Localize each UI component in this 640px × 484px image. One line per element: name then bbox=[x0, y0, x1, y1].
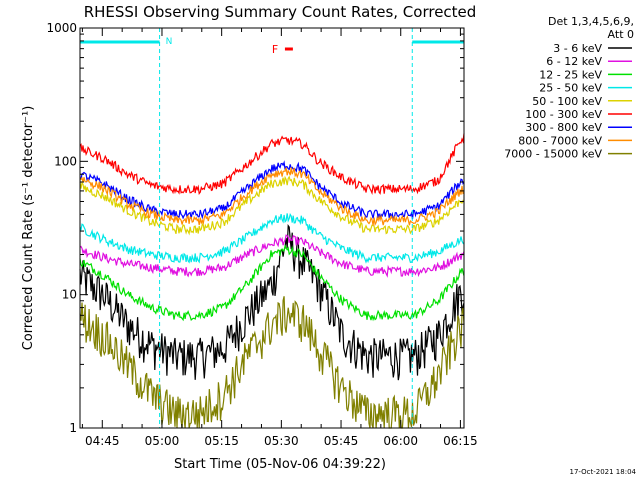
x-tick-label: 04:45 bbox=[85, 434, 120, 448]
axes-layer: 1 10 100 1000 04:45 05:00 05:15 05:30 05:45 06:00… bbox=[46, 21, 477, 448]
series-line-12-25-kev bbox=[79, 243, 465, 322]
legend-label-3-6-kev: 3 - 6 keV bbox=[553, 42, 602, 55]
series-line-6-12-kev bbox=[79, 234, 465, 278]
series-line-800-7000-kev bbox=[79, 167, 465, 227]
series-line-50-100-kev bbox=[79, 175, 465, 236]
legend-label-12-25-kev: 12 - 25 keV bbox=[539, 68, 602, 81]
legend-header-detectors: Det 1,3,4,5,6,9, bbox=[548, 15, 634, 28]
legend-label-100-300-kev: 100 - 300 keV bbox=[525, 108, 602, 121]
series-line-3-6-kev bbox=[79, 223, 465, 381]
annotation-layer: NF bbox=[80, 28, 464, 428]
flare-label: F bbox=[272, 43, 278, 56]
legend-label-50-100-kev: 50 - 100 keV bbox=[532, 95, 602, 108]
y-tick-label: 1 bbox=[69, 421, 77, 435]
x-tick-label: 05:45 bbox=[324, 434, 359, 448]
series-line-100-300-kev bbox=[79, 133, 465, 196]
series-layer bbox=[79, 133, 465, 429]
plot-frame bbox=[79, 27, 465, 429]
series-line-300-800-kev bbox=[79, 160, 465, 220]
legend-label-7000-15000-kev: 7000 - 15000 keV bbox=[504, 148, 602, 161]
legend-header-attenuator: Att 0 bbox=[608, 28, 634, 41]
legend-label-25-50-kev: 25 - 50 keV bbox=[539, 82, 602, 95]
legend-label-300-800-kev: 300 - 800 keV bbox=[525, 121, 602, 134]
x-tick-label: 06:15 bbox=[443, 434, 478, 448]
night-label: N bbox=[166, 37, 173, 47]
y-tick-label: 1000 bbox=[46, 21, 77, 35]
y-tick-label: 100 bbox=[54, 154, 77, 168]
y-axis-label: Corrected Count Rate (s⁻¹ detector⁻¹) bbox=[21, 106, 36, 351]
x-tick-label: 05:15 bbox=[204, 434, 239, 448]
x-tick-label: 06:00 bbox=[383, 434, 418, 448]
series-line-25-50-kev bbox=[79, 212, 465, 264]
legend-label-6-12-kev: 6 - 12 keV bbox=[546, 55, 602, 68]
x-axis-label: Start Time (05-Nov-06 04:39:22) bbox=[174, 457, 386, 472]
series-line-7000-15000-kev bbox=[79, 296, 465, 429]
footer-date: 17-Oct-2021 18:04 bbox=[570, 468, 637, 476]
y-tick-label: 10 bbox=[62, 288, 77, 302]
legend-label-800-7000-kev: 800 - 7000 keV bbox=[518, 134, 602, 147]
chart-title: RHESSI Observing Summary Count Rates, Co… bbox=[84, 3, 477, 21]
x-tick-label: 05:00 bbox=[145, 434, 180, 448]
x-tick-label: 05:30 bbox=[264, 434, 299, 448]
